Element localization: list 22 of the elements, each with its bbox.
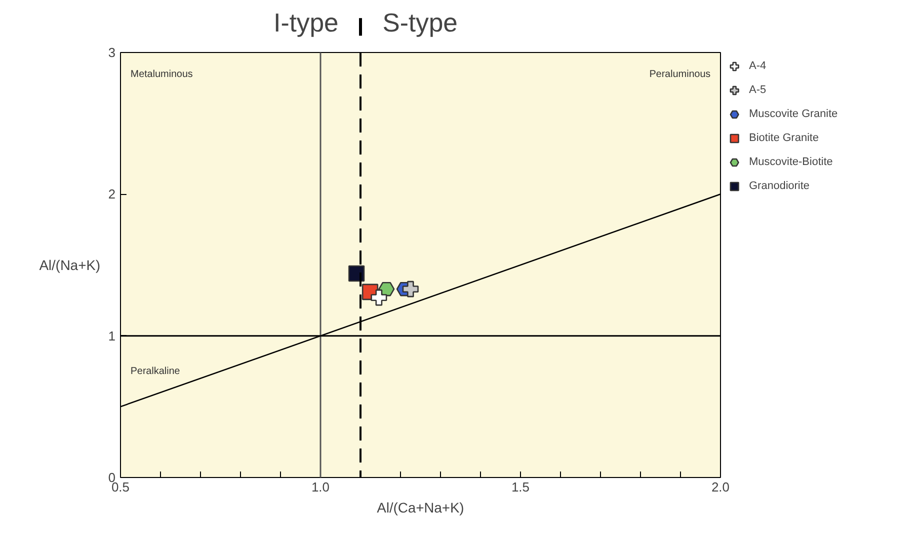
legend-label: Muscovite-Biotite <box>749 156 833 168</box>
point <box>370 289 388 306</box>
annotation: Metaluminous <box>130 69 193 80</box>
annotation: Peraluminous <box>649 69 711 80</box>
y-tick-label: 1 <box>108 328 116 344</box>
text: I-type <box>273 8 339 38</box>
x-tick-label: 2.0 <box>711 480 730 494</box>
x-tick-label: 1.0 <box>311 480 330 494</box>
x-tick-label: 1.5 <box>511 480 530 494</box>
y-tick-label: 3 <box>108 45 116 60</box>
text: S-type <box>382 8 458 38</box>
legend-label: A-5 <box>749 84 768 96</box>
legend-label: Muscovite Granite <box>749 108 838 120</box>
y-tick-label: 2 <box>108 186 116 202</box>
legend-label: A-4 <box>749 60 768 72</box>
legend-label: Biotite Granite <box>749 132 819 144</box>
annotation: Peralkaline <box>130 366 180 377</box>
y-axis-title: Al/(Na+K) <box>39 257 100 273</box>
legend-label: Granodiorite <box>749 180 810 192</box>
x-axis-title: Al/(Ca+Na+K) <box>376 500 464 516</box>
point <box>402 280 419 298</box>
point <box>348 265 365 282</box>
